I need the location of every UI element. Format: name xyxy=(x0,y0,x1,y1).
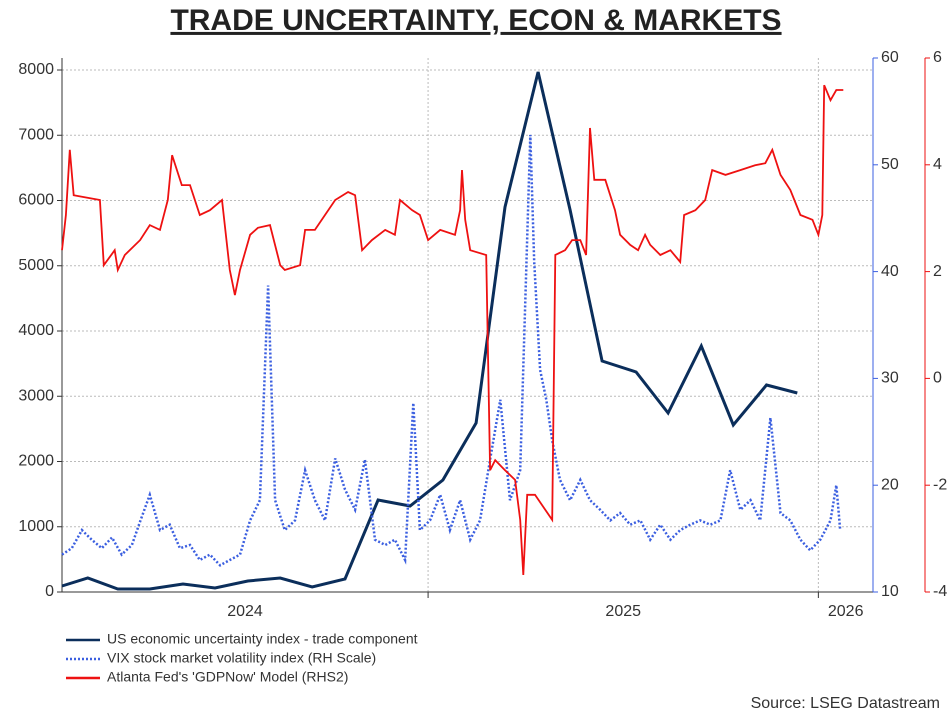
y-tick-label: 1000 xyxy=(18,518,54,535)
y3-axis-tick-label: 0 xyxy=(933,370,942,387)
y2-axis-tick-label: 50 xyxy=(881,156,899,173)
legend-label: Atlanta Fed's 'GDPNow' Model (RHS2) xyxy=(107,669,348,685)
y3-axis-tick-label: -2 xyxy=(933,476,947,493)
legend-label: VIX stock market volatility index (RH Sc… xyxy=(107,650,376,666)
y-tick-label: 0 xyxy=(45,583,54,600)
y2-axis-tick-label: 20 xyxy=(881,476,899,493)
x-tick-label: 2024 xyxy=(227,603,263,620)
series-line xyxy=(61,134,842,567)
series-line xyxy=(61,71,798,591)
y2-axis-tick-label: 30 xyxy=(881,370,899,387)
y3-axis-tick-label: -4 xyxy=(933,583,947,600)
y2-axis-tick-label: 40 xyxy=(881,263,899,280)
legend-label: US economic uncertainty index - trade co… xyxy=(107,631,418,647)
y3-axis-tick-label: 4 xyxy=(933,156,942,173)
y3-axis-tick-label: 2 xyxy=(933,263,942,280)
y-tick-label: 3000 xyxy=(18,387,54,404)
y-tick-label: 4000 xyxy=(18,322,54,339)
y-tick-label: 5000 xyxy=(18,257,54,274)
y-tick-label: 8000 xyxy=(18,61,54,78)
y2-axis-tick-label: 60 xyxy=(881,49,899,66)
y2-axis-tick-label: 10 xyxy=(881,583,899,600)
series-line xyxy=(61,84,844,575)
y-tick-label: 2000 xyxy=(18,453,54,470)
x-tick-label: 2025 xyxy=(605,603,641,620)
source-note: Source: LSEG Datastream xyxy=(751,695,940,712)
x-tick-label: 2026 xyxy=(828,603,864,620)
y-tick-label: 6000 xyxy=(18,192,54,209)
y-tick-label: 7000 xyxy=(18,126,54,143)
chart-title: TRADE UNCERTAINTY, ECON & MARKETS xyxy=(170,4,781,37)
y3-axis-tick-label: 6 xyxy=(933,49,942,66)
